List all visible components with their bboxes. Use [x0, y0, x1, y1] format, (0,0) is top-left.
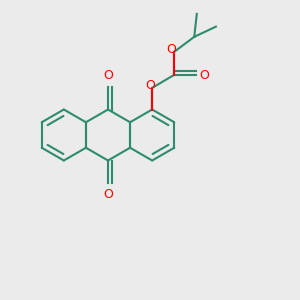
Text: O: O	[145, 79, 155, 92]
Text: O: O	[166, 43, 176, 56]
Text: O: O	[103, 188, 113, 201]
Text: O: O	[103, 69, 113, 82]
Text: O: O	[199, 69, 209, 82]
